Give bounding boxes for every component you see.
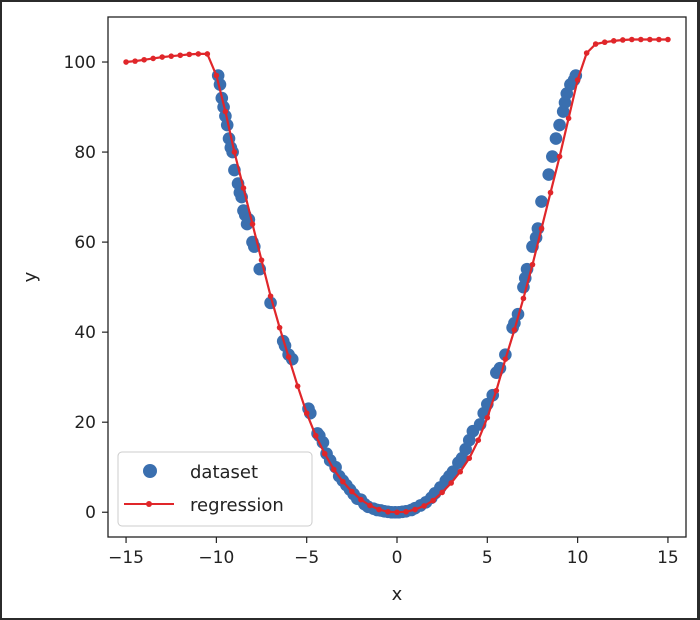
- regression-point: [583, 50, 590, 56]
- regression-point: [610, 38, 617, 44]
- regression-point: [186, 51, 193, 58]
- regression-point: [123, 59, 129, 65]
- regression-point: [231, 149, 238, 155]
- regression-point: [475, 437, 482, 444]
- regression-point: [511, 327, 518, 333]
- regression-point: [285, 354, 292, 360]
- ticks: −15 −10 −5 0 5 10 15 0 20 40 60 80 100: [64, 53, 679, 568]
- regression-point: [312, 432, 319, 439]
- regression-point: [240, 185, 247, 191]
- regression-point: [457, 468, 464, 475]
- regression-point: [132, 58, 138, 64]
- regression-point: [394, 509, 400, 516]
- regression-point: [222, 108, 229, 115]
- regression-point: [403, 508, 409, 515]
- regression-point: [638, 36, 644, 43]
- legend-dataset-label: dataset: [190, 462, 258, 483]
- x-tick-label: −15: [108, 548, 144, 568]
- regression-point: [276, 324, 283, 331]
- regression-point: [592, 41, 599, 47]
- regression-point: [141, 56, 147, 63]
- regression-point: [303, 410, 310, 416]
- regression-point: [168, 53, 175, 59]
- legend-regression-marker: [146, 501, 152, 507]
- regression-point: [213, 72, 220, 79]
- regression-point: [547, 189, 554, 196]
- y-tick-label: 60: [74, 233, 96, 253]
- x-tick-label: 5: [482, 548, 493, 568]
- y-tick-label: 80: [74, 143, 96, 163]
- dataset-point: [535, 195, 548, 208]
- regression-point: [204, 51, 211, 57]
- regression-point: [358, 496, 364, 503]
- regression-point: [177, 52, 184, 59]
- regression-point: [376, 506, 382, 513]
- regression-point: [484, 414, 491, 421]
- regression-point: [619, 37, 626, 43]
- x-tick-label: 10: [567, 548, 589, 568]
- x-tick-label: 0: [392, 548, 403, 568]
- regression-line: [125, 38, 668, 514]
- y-tick-label: 20: [74, 413, 96, 433]
- y-tick-label: 40: [74, 323, 96, 343]
- regression-point: [367, 502, 373, 509]
- regression-point: [412, 506, 418, 513]
- x-tick-label: −10: [198, 548, 234, 568]
- regression-point: [556, 153, 563, 160]
- regression-point: [565, 115, 572, 122]
- regression-point: [321, 450, 328, 457]
- legend: dataset regression: [117, 451, 313, 527]
- regression-point: [529, 261, 536, 268]
- dataset-point: [220, 118, 234, 132]
- legend-dataset-marker: [143, 464, 157, 478]
- regression-point: [439, 489, 445, 496]
- regression-point: [330, 466, 337, 473]
- regression-point: [538, 225, 545, 232]
- x-axis-label: x: [392, 584, 403, 605]
- x-tick-label: −5: [294, 548, 319, 568]
- regression-point: [629, 36, 635, 43]
- regression-point: [448, 480, 454, 486]
- dataset-point: [546, 150, 559, 163]
- regression-point: [294, 383, 301, 389]
- regression-point: [574, 77, 581, 83]
- regression-point: [421, 503, 427, 509]
- y-tick-label: 100: [64, 53, 96, 73]
- regression-point: [466, 455, 473, 462]
- legend-box: [117, 451, 313, 527]
- x-tick-label: 15: [657, 548, 679, 568]
- regression-point: [159, 54, 165, 60]
- regression-point: [267, 293, 274, 299]
- regression-point: [656, 36, 662, 43]
- regression-point: [385, 508, 391, 515]
- y-tick-label: 0: [85, 503, 96, 523]
- y-axis-label: y: [20, 271, 41, 282]
- regression-point: [601, 39, 608, 46]
- regression-point: [349, 488, 355, 495]
- regression-point: [258, 257, 265, 263]
- regression-point: [430, 497, 436, 504]
- dataset-point: [542, 168, 556, 181]
- dataset-point: [549, 132, 563, 145]
- regression-point: [195, 51, 202, 57]
- regression-point: [502, 356, 509, 362]
- regression-point: [249, 221, 256, 227]
- regression-point: [493, 387, 500, 394]
- regression-point: [520, 295, 527, 302]
- legend-regression-label: regression: [190, 495, 284, 516]
- plot-area: [123, 36, 671, 519]
- regression-point: [647, 36, 653, 43]
- dataset-point: [553, 118, 566, 132]
- regression-point: [665, 36, 671, 43]
- regression-point: [150, 55, 156, 62]
- regression-point: [340, 478, 346, 485]
